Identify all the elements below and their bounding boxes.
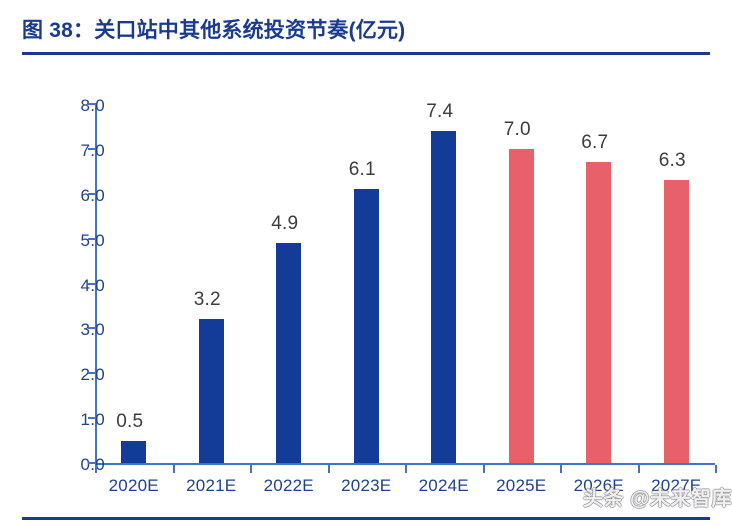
bar[interactable] [509, 148, 534, 463]
bar[interactable] [354, 189, 379, 463]
bar-column[interactable] [354, 104, 379, 463]
x-axis-label: 2026E [573, 476, 624, 495]
bar[interactable] [276, 243, 301, 463]
x-axis-tick-mark [172, 465, 175, 473]
bar-value-label: 7.0 [503, 118, 531, 140]
x-axis-tick-mark [405, 465, 407, 473]
y-axis-tick-label: 6.0 [80, 185, 105, 205]
bar[interactable] [199, 319, 224, 463]
x-axis-tick-mark [637, 465, 640, 473]
bar-column[interactable] [121, 104, 146, 463]
y-axis-tick-label: 8.0 [80, 96, 105, 115]
x-axis-tick-mark [560, 465, 562, 473]
y-axis-tick-label: 7.0 [80, 140, 105, 160]
bar-value-label: 0.5 [116, 410, 144, 432]
bar-column[interactable] [199, 104, 224, 463]
y-axis-tick-mark [88, 147, 96, 150]
x-axis-tick-mark [715, 465, 717, 473]
bar[interactable] [586, 162, 611, 463]
x-axis-line [95, 463, 715, 465]
bar-column[interactable] [664, 104, 689, 463]
y-axis-tick-label: 0.0 [80, 455, 105, 474]
y-axis-tick-mark [88, 417, 96, 420]
y-axis-line [95, 104, 97, 464]
y-axis-tick-mark [88, 103, 96, 105]
y-axis-tick-mark [88, 282, 96, 285]
x-axis-tick-mark [327, 465, 330, 473]
x-axis-tick-mark [482, 465, 485, 473]
y-axis-tick-mark [88, 237, 96, 240]
title-block: 图 38：关口站中其他系统投资节奏(亿元) [22, 18, 710, 58]
footer-divider [22, 517, 710, 520]
bar-value-label: 7.4 [426, 100, 454, 122]
y-axis-tick-mark [88, 462, 96, 464]
y-axis-tick-label: 4.0 [80, 275, 105, 295]
x-axis-tick-mark [250, 465, 252, 473]
title-divider [22, 52, 710, 55]
bar-column[interactable] [276, 104, 301, 463]
y-axis-tick-label: 3.0 [80, 320, 105, 340]
bar[interactable] [664, 180, 689, 463]
y-axis-tick-label: 2.0 [80, 365, 105, 385]
x-axis-label: 2021E [186, 476, 237, 495]
x-axis-label: 2027E [651, 476, 702, 495]
y-axis-tick-label: 5.0 [80, 230, 105, 250]
x-axis-label: 2023E [341, 476, 392, 495]
x-axis-label: 2020E [108, 476, 159, 495]
bar-value-label: 6.3 [658, 150, 686, 172]
bar-column[interactable] [431, 104, 456, 463]
y-axis-tick-mark [88, 192, 96, 195]
bar[interactable] [431, 130, 456, 463]
bar-value-label: 6.7 [581, 132, 609, 154]
page-title: 图 38：关口站中其他系统投资节奏(亿元) [22, 19, 406, 42]
y-axis-tick-label: 1.0 [80, 410, 105, 430]
bar-value-label: 6.1 [348, 159, 376, 181]
x-axis-tick-mark [95, 465, 97, 473]
x-axis-label: 2025E [496, 476, 547, 495]
x-axis-label: 2022E [263, 476, 314, 495]
x-axis-label: 2024E [418, 476, 469, 495]
bar[interactable] [121, 440, 146, 463]
bar-column[interactable] [509, 104, 534, 463]
y-axis-tick-mark [88, 327, 96, 330]
bar-column[interactable] [586, 104, 611, 463]
bar-value-label: 4.9 [271, 213, 299, 235]
bar-value-label: 3.2 [193, 289, 221, 311]
y-axis-tick-mark [88, 372, 96, 375]
